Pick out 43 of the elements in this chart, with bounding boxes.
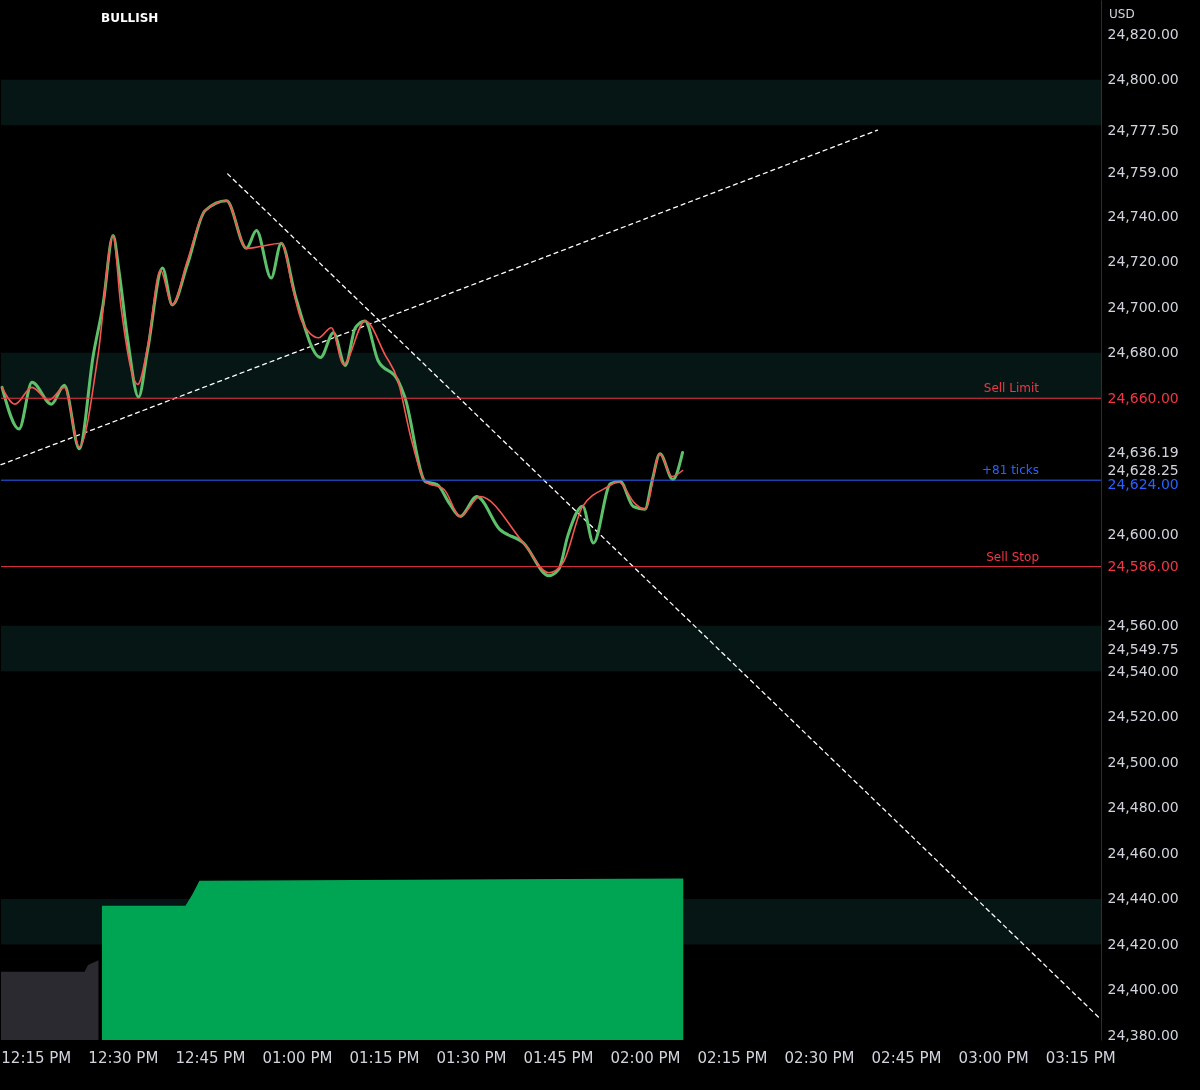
y-tick-label: 24,380.00 <box>1107 1026 1179 1043</box>
y-tick-label: 24,460.00 <box>1107 844 1179 861</box>
y-tick-label: 24,777.50 <box>1107 122 1179 139</box>
y-tick-label: 24,680.00 <box>1107 344 1179 361</box>
ref-line-label: +81 ticks <box>982 463 1039 478</box>
y-tick-label: 24,740.00 <box>1107 207 1179 224</box>
x-tick-label: 02:45 PM <box>871 1048 942 1067</box>
y-tick-label: 24,420.00 <box>1107 935 1179 952</box>
ref-line-label: Sell Stop <box>986 549 1039 564</box>
x-tick-label: 12:45 PM <box>175 1048 246 1067</box>
y-tick-label: 24,480.00 <box>1107 799 1179 816</box>
y-tick-label: 24,560.00 <box>1107 617 1179 634</box>
x-tick-label: 03:15 PM <box>1045 1048 1116 1067</box>
y-tick-label: 24,400.00 <box>1107 981 1179 998</box>
x-tick-label: 02:30 PM <box>784 1048 855 1067</box>
y-tick-label: 24,759.00 <box>1107 164 1179 181</box>
y-tick-label: 24,628.25 <box>1107 462 1179 478</box>
y-tick-label: 24,720.00 <box>1107 253 1179 270</box>
annotation: BULLISH <box>101 11 159 25</box>
x-tick-label: 01:30 PM <box>436 1048 507 1067</box>
y-tick-label: 24,800.00 <box>1107 71 1179 88</box>
x-tick-label: 01:15 PM <box>349 1048 420 1067</box>
y-tick-label: 24,586.00 <box>1107 558 1179 575</box>
y-tick-label: 24,820.00 <box>1107 25 1179 42</box>
x-tick-label: 01:45 PM <box>523 1048 594 1067</box>
y-tick-label: 24,549.75 <box>1107 640 1179 657</box>
y-tick-label: 24,500.00 <box>1107 753 1179 770</box>
x-tick-label: 12:30 PM <box>88 1048 159 1067</box>
y-tick-label: 24,540.00 <box>1107 662 1179 679</box>
y-tick-label: 24,520.00 <box>1107 708 1179 725</box>
y-tick-label: 24,600.00 <box>1107 526 1179 543</box>
x-tick-label: 02:00 PM <box>610 1048 681 1067</box>
x-tick-label: 02:15 PM <box>697 1048 768 1067</box>
y-tick-label: 24,440.00 <box>1107 890 1179 907</box>
y-tick-label: 24,660.00 <box>1107 389 1179 406</box>
ref-line-label: Sell Limit <box>983 381 1040 396</box>
y-tick-label: 24,636.19 <box>1107 443 1179 460</box>
y-tick-label: 24,700.00 <box>1107 298 1179 315</box>
y-tick-label: 24,624.00 <box>1107 476 1179 492</box>
x-tick-label: 03:00 PM <box>958 1048 1029 1067</box>
x-tick-label: 12:15 PM <box>1 1048 72 1067</box>
x-tick-label: 01:00 PM <box>262 1048 333 1067</box>
text: USD <box>1109 7 1135 21</box>
